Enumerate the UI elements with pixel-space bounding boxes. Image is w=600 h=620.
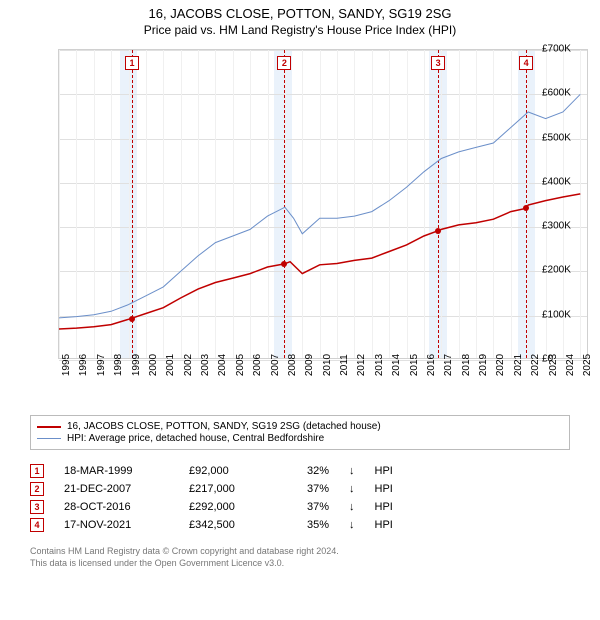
x-tick-label: 2020 bbox=[495, 354, 506, 376]
down-arrow-icon: ↓ bbox=[349, 519, 355, 531]
y-tick-label: £700K bbox=[542, 44, 588, 55]
sale-number-badge: 1 bbox=[30, 464, 44, 478]
x-tick-label: 2025 bbox=[582, 354, 593, 376]
x-tick-label: 1995 bbox=[61, 354, 72, 376]
legend-item: HPI: Average price, detached house, Cent… bbox=[37, 433, 563, 444]
x-tick-label: 2022 bbox=[530, 354, 541, 376]
sale-pct: 35% bbox=[279, 519, 329, 531]
legend-label: 16, JACOBS CLOSE, POTTON, SANDY, SG19 2S… bbox=[67, 421, 381, 432]
sale-price: £342,500 bbox=[189, 519, 259, 531]
series-lines bbox=[59, 50, 589, 360]
x-tick-label: 2017 bbox=[443, 354, 454, 376]
x-tick-label: 2001 bbox=[165, 354, 176, 376]
series-line bbox=[59, 194, 580, 329]
sale-date: 28-OCT-2016 bbox=[64, 501, 169, 513]
sale-row: 2 21-DEC-2007 £217,000 37% ↓ HPI bbox=[30, 482, 570, 496]
sale-price: £217,000 bbox=[189, 483, 259, 495]
chart-title: 16, JACOBS CLOSE, POTTON, SANDY, SG19 2S… bbox=[0, 6, 600, 21]
sale-suffix: HPI bbox=[375, 501, 393, 513]
sale-suffix: HPI bbox=[375, 483, 393, 495]
y-tick-label: £200K bbox=[542, 265, 588, 276]
legend-label: HPI: Average price, detached house, Cent… bbox=[67, 433, 324, 444]
sale-pct: 37% bbox=[279, 501, 329, 513]
sales-table: 1 18-MAR-1999 £92,000 32% ↓ HPI 2 21-DEC-2007 £2… bbox=[30, 460, 570, 536]
x-tick-label: 2015 bbox=[409, 354, 420, 376]
x-tick-label: 2016 bbox=[426, 354, 437, 376]
legend-swatch bbox=[37, 426, 61, 428]
series-line bbox=[59, 94, 580, 318]
x-tick-label: 1999 bbox=[131, 354, 142, 376]
x-tick-label: 2019 bbox=[478, 354, 489, 376]
x-tick-label: 2009 bbox=[304, 354, 315, 376]
sale-number-badge: 4 bbox=[30, 518, 44, 532]
x-tick-label: 2018 bbox=[461, 354, 472, 376]
chart-area: 1234 £0£100K£200K£300K£400K£500K£600K£70… bbox=[8, 41, 592, 411]
legend-item: 16, JACOBS CLOSE, POTTON, SANDY, SG19 2S… bbox=[37, 421, 563, 432]
x-tick-label: 2023 bbox=[548, 354, 559, 376]
x-tick-label: 1997 bbox=[96, 354, 107, 376]
x-tick-label: 2006 bbox=[252, 354, 263, 376]
sale-suffix: HPI bbox=[375, 465, 393, 477]
x-tick-label: 2000 bbox=[148, 354, 159, 376]
x-tick-label: 1996 bbox=[78, 354, 89, 376]
sale-suffix: HPI bbox=[375, 519, 393, 531]
title-block: 16, JACOBS CLOSE, POTTON, SANDY, SG19 2S… bbox=[0, 0, 600, 41]
x-tick-label: 2011 bbox=[339, 354, 350, 376]
down-arrow-icon: ↓ bbox=[349, 465, 355, 477]
x-tick-label: 2013 bbox=[374, 354, 385, 376]
sale-price: £292,000 bbox=[189, 501, 259, 513]
x-tick-label: 2002 bbox=[183, 354, 194, 376]
chart-container: 16, JACOBS CLOSE, POTTON, SANDY, SG19 2S… bbox=[0, 0, 600, 620]
x-tick-label: 2004 bbox=[217, 354, 228, 376]
legend: 16, JACOBS CLOSE, POTTON, SANDY, SG19 2S… bbox=[30, 415, 570, 450]
x-tick-label: 1998 bbox=[113, 354, 124, 376]
x-tick-label: 2012 bbox=[356, 354, 367, 376]
down-arrow-icon: ↓ bbox=[349, 483, 355, 495]
attribution-line: Contains HM Land Registry data © Crown c… bbox=[30, 546, 570, 558]
sale-date: 18-MAR-1999 bbox=[64, 465, 169, 477]
y-tick-label: £600K bbox=[542, 88, 588, 99]
sale-pct: 32% bbox=[279, 465, 329, 477]
y-tick-label: £300K bbox=[542, 221, 588, 232]
sale-row: 4 17-NOV-2021 £342,500 35% ↓ HPI bbox=[30, 518, 570, 532]
y-tick-label: £500K bbox=[542, 132, 588, 143]
attribution-line: This data is licensed under the Open Gov… bbox=[30, 558, 570, 570]
x-tick-label: 2007 bbox=[270, 354, 281, 376]
x-tick-label: 2005 bbox=[235, 354, 246, 376]
chart-subtitle: Price paid vs. HM Land Registry's House … bbox=[0, 23, 600, 37]
down-arrow-icon: ↓ bbox=[349, 501, 355, 513]
sale-row: 1 18-MAR-1999 £92,000 32% ↓ HPI bbox=[30, 464, 570, 478]
x-tick-label: 2003 bbox=[200, 354, 211, 376]
y-tick-label: £100K bbox=[542, 309, 588, 320]
sale-price: £92,000 bbox=[189, 465, 259, 477]
x-tick-label: 2010 bbox=[322, 354, 333, 376]
x-tick-label: 2014 bbox=[391, 354, 402, 376]
sale-date: 21-DEC-2007 bbox=[64, 483, 169, 495]
legend-swatch bbox=[37, 438, 61, 439]
sale-number-badge: 2 bbox=[30, 482, 44, 496]
plot-area: 1234 bbox=[58, 49, 588, 359]
x-tick-label: 2024 bbox=[565, 354, 576, 376]
attribution: Contains HM Land Registry data © Crown c… bbox=[30, 546, 570, 569]
sale-number-badge: 3 bbox=[30, 500, 44, 514]
x-tick-label: 2021 bbox=[513, 354, 524, 376]
sale-pct: 37% bbox=[279, 483, 329, 495]
sale-date: 17-NOV-2021 bbox=[64, 519, 169, 531]
x-tick-label: 2008 bbox=[287, 354, 298, 376]
y-tick-label: £400K bbox=[542, 176, 588, 187]
sale-row: 3 28-OCT-2016 £292,000 37% ↓ HPI bbox=[30, 500, 570, 514]
